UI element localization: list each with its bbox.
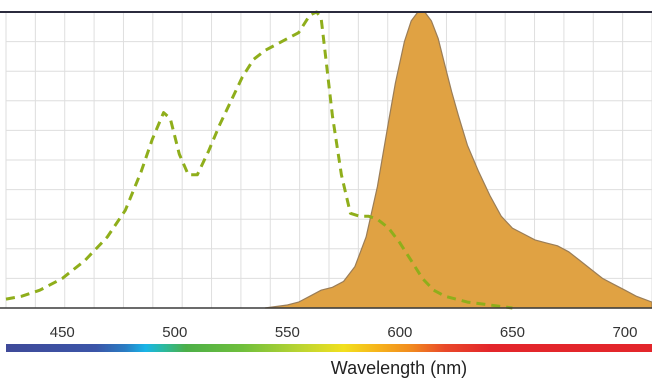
x-tick-label: 650 [500,324,525,341]
x-axis-title: Wavelength (nm) [331,358,467,378]
excitation-series-line [5,10,513,310]
x-tick-label: 550 [275,324,300,341]
emission-series-area [264,11,652,309]
x-tick-label: 500 [162,324,187,341]
x-tick-label: 600 [387,324,412,341]
wavelength-color-bar [6,344,652,352]
x-tick-label: 450 [50,324,75,341]
x-tick-label: 700 [612,324,637,341]
excitation-line [5,10,513,310]
x-tick-labels: 450 500 550 600 650 700 [50,324,638,341]
emission-area [264,11,652,309]
